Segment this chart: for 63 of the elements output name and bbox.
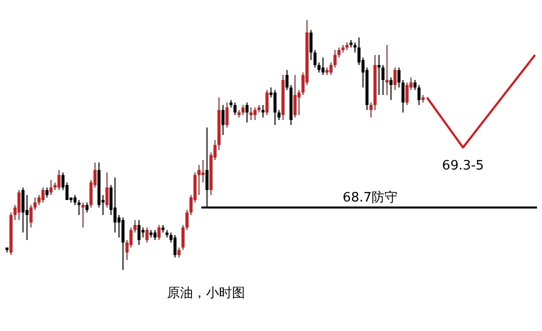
candlestick — [34, 197, 36, 210]
candlestick — [414, 80, 416, 90]
candlestick — [250, 107, 252, 120]
candlestick — [30, 204, 32, 228]
candlestick — [402, 80, 404, 113]
candlestick — [418, 84, 420, 106]
candlestick — [322, 57, 324, 76]
candlestick — [146, 227, 148, 243]
candlestick — [386, 44, 388, 96]
candlestick — [182, 224, 184, 250]
candlestick — [370, 102, 372, 118]
candlestick — [222, 104, 224, 136]
candlestick — [262, 104, 264, 118]
candlestick — [106, 172, 108, 208]
candlestick — [18, 190, 20, 220]
candlestick — [354, 42, 356, 53]
candlestick — [286, 70, 288, 90]
candlestick — [298, 90, 300, 116]
candlestick — [334, 50, 336, 68]
candlestick — [158, 224, 160, 240]
candlestick — [242, 104, 244, 116]
candlestick — [178, 247, 180, 258]
candlestick — [254, 107, 256, 120]
candlestick — [330, 62, 332, 76]
candlestick — [58, 170, 60, 190]
candlestick — [338, 47, 340, 58]
candlestick — [278, 110, 280, 120]
candlestick — [42, 187, 44, 203]
candlestick — [378, 54, 380, 96]
candlestick — [46, 187, 48, 198]
candlestick — [394, 67, 396, 90]
candlestick — [266, 90, 268, 116]
candlestick — [314, 50, 316, 68]
candlestick — [134, 220, 136, 233]
candlestick — [186, 210, 188, 230]
candlestick — [86, 202, 88, 213]
candlestick — [398, 67, 400, 88]
candlestick — [202, 160, 204, 183]
candlestick — [154, 230, 156, 240]
candlestick — [318, 62, 320, 73]
annotation: 69.3-5 — [442, 158, 484, 174]
candlestick — [382, 64, 384, 96]
candlestick — [294, 74, 296, 118]
candlestick — [122, 217, 124, 270]
candlestick — [246, 102, 248, 123]
candlestick — [274, 90, 276, 126]
candlestick — [174, 234, 176, 258]
candlestick — [390, 77, 392, 100]
candlestick — [142, 227, 144, 238]
ref-line-label: 68.7防守 — [342, 190, 398, 206]
candlestick — [138, 220, 140, 246]
text: 原油，小时图 — [167, 286, 246, 301]
candlestick — [198, 164, 200, 196]
candlestick — [114, 177, 116, 233]
candlestick — [82, 202, 84, 228]
candlestick — [74, 194, 76, 206]
candlestick — [50, 180, 52, 196]
candlestick — [310, 30, 312, 60]
candlestick — [22, 187, 24, 233]
candlestick — [234, 102, 236, 116]
candlestick — [406, 82, 408, 106]
candlestick — [226, 102, 228, 128]
candlestick — [78, 200, 80, 216]
